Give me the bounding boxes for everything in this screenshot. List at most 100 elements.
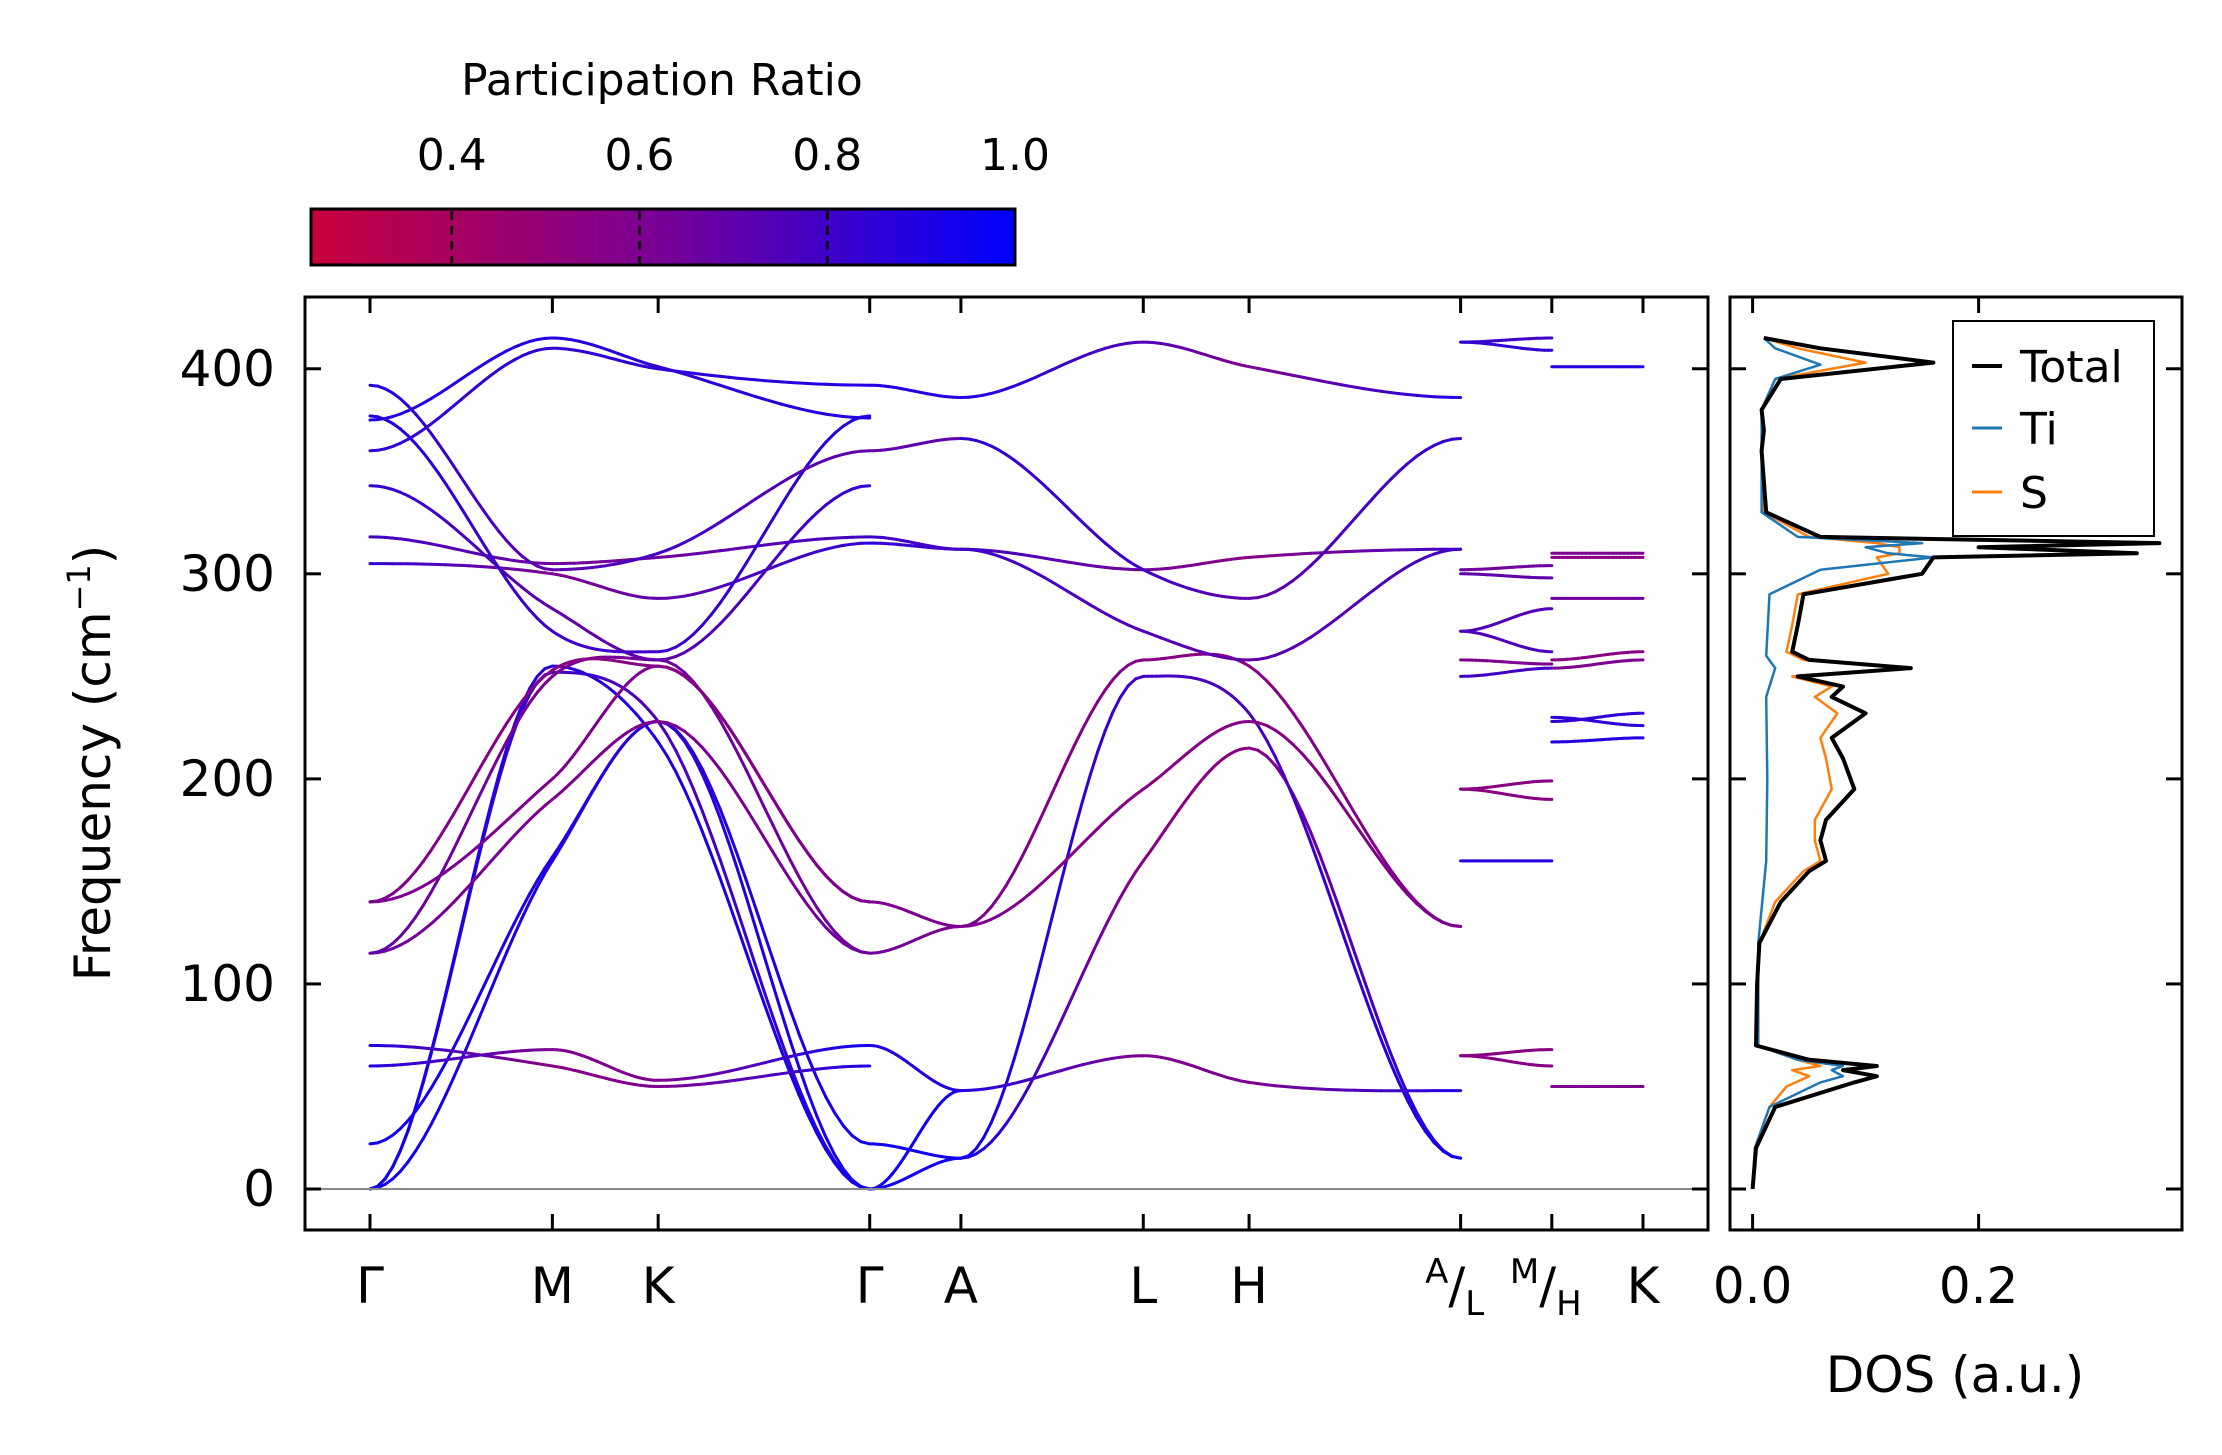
band-y-ticks: 0 100 200 300 400 <box>180 340 1708 1218</box>
band-line-segment <box>490 520 501 534</box>
band-line-segment <box>512 589 524 603</box>
band-line-segment <box>1362 991 1374 1019</box>
band-line-segment <box>1020 1004 1031 1035</box>
band-branch <box>368 1044 872 1088</box>
band-line-segment <box>850 945 863 954</box>
band-line-segment <box>780 489 792 507</box>
band-line-segment <box>1362 497 1374 510</box>
band-line-segment <box>391 1169 402 1181</box>
band-line-segment <box>467 518 478 534</box>
x-tick-label-slash: / <box>1539 1257 1556 1315</box>
band-line-segment <box>535 871 547 889</box>
band-line-segment <box>797 1087 810 1112</box>
band-line-segment <box>497 530 509 543</box>
band-line-segment <box>1043 484 1054 495</box>
band-line-segment <box>1126 677 1138 688</box>
band-line-segment <box>683 738 695 755</box>
band-line-segment <box>788 475 801 492</box>
band-line-segment <box>512 703 524 727</box>
band-line-segment <box>474 531 486 547</box>
band-line-segment <box>1300 810 1313 834</box>
band-branch <box>959 547 1463 662</box>
band-branch <box>1459 658 1554 666</box>
band-line-segment <box>429 416 440 426</box>
band-line-segment <box>520 585 532 595</box>
band-line-segment <box>1103 812 1115 823</box>
band-line-segment <box>1265 679 1277 692</box>
band-line-segment <box>1088 827 1100 838</box>
band-line-segment <box>474 545 486 556</box>
band-line-segment <box>421 1051 433 1083</box>
band-line-segment <box>414 1137 425 1153</box>
band-line-segment <box>535 674 547 685</box>
band-line-segment <box>780 475 792 484</box>
band-line-segment <box>505 933 516 954</box>
band-line-segment <box>452 1059 463 1080</box>
band-branch <box>868 925 963 955</box>
band-line-segment <box>543 859 554 875</box>
band-line-segment <box>1335 915 1348 945</box>
band-line-segment <box>1309 629 1322 639</box>
band-line-segment <box>543 674 554 686</box>
band-line-segment <box>414 904 425 919</box>
band-line-segment <box>1050 775 1062 795</box>
band-line-segment <box>700 767 713 789</box>
band-line-segment <box>691 751 704 771</box>
band-line-segment <box>718 857 731 887</box>
band-line-segment <box>815 458 828 466</box>
band-line-segment <box>718 582 731 589</box>
band-line-segment <box>512 804 524 815</box>
band-line-segment <box>482 543 494 559</box>
band-line-segment <box>535 682 547 694</box>
band-line-segment <box>771 850 784 868</box>
band-line-segment <box>490 952 501 972</box>
band-line-segment <box>997 883 1008 899</box>
band-line-segment <box>429 431 440 446</box>
band-line-segment <box>1088 750 1100 777</box>
band-line-segment <box>1406 454 1418 465</box>
band-line-segment <box>1388 867 1401 883</box>
band-line-segment <box>1291 373 1304 379</box>
band-line-segment <box>1371 840 1383 858</box>
band-line-segment <box>1081 773 1092 803</box>
band-line-segment <box>490 772 501 804</box>
band-line-segment <box>1335 526 1348 540</box>
band-line-segment <box>512 579 524 589</box>
band-branch <box>1550 711 1645 723</box>
band-line-segment <box>1282 735 1295 746</box>
band-line-segment <box>841 419 854 428</box>
band-line-segment <box>490 850 501 863</box>
band-line-segment <box>683 671 695 684</box>
band-line-segment <box>753 976 766 1005</box>
band-line-segment <box>850 895 863 903</box>
band-line-segment <box>989 1102 1001 1124</box>
band-line-segment <box>1432 440 1445 447</box>
band-line-segment <box>709 520 722 530</box>
band-line-segment <box>736 503 748 513</box>
band-line-segment <box>1073 972 1084 993</box>
band-line-segment <box>824 874 836 886</box>
band-line-segment <box>833 491 845 501</box>
band-line-segment <box>414 1099 425 1113</box>
band-line-segment <box>762 805 775 827</box>
band-line-segment <box>815 915 828 929</box>
y-tick-label: 400 <box>180 340 275 398</box>
band-line-segment <box>497 721 509 737</box>
band-line-segment <box>459 475 471 491</box>
band-line-segment <box>833 1111 845 1128</box>
band-line-segment <box>727 883 739 913</box>
band-line-segment <box>414 428 425 437</box>
band-branch <box>868 535 963 551</box>
band-line-segment <box>1415 1115 1427 1133</box>
band-line-segment <box>505 578 516 593</box>
band-line-segment <box>414 1080 425 1109</box>
band-line-segment <box>744 951 757 980</box>
band-branch <box>1459 607 1554 633</box>
band-line-segment <box>490 825 501 836</box>
band-line-segment <box>1362 826 1374 844</box>
band-line-segment <box>1406 1092 1418 1114</box>
band-branch <box>959 340 1463 399</box>
band-line-segment <box>718 806 731 833</box>
band-line-segment <box>436 442 448 457</box>
